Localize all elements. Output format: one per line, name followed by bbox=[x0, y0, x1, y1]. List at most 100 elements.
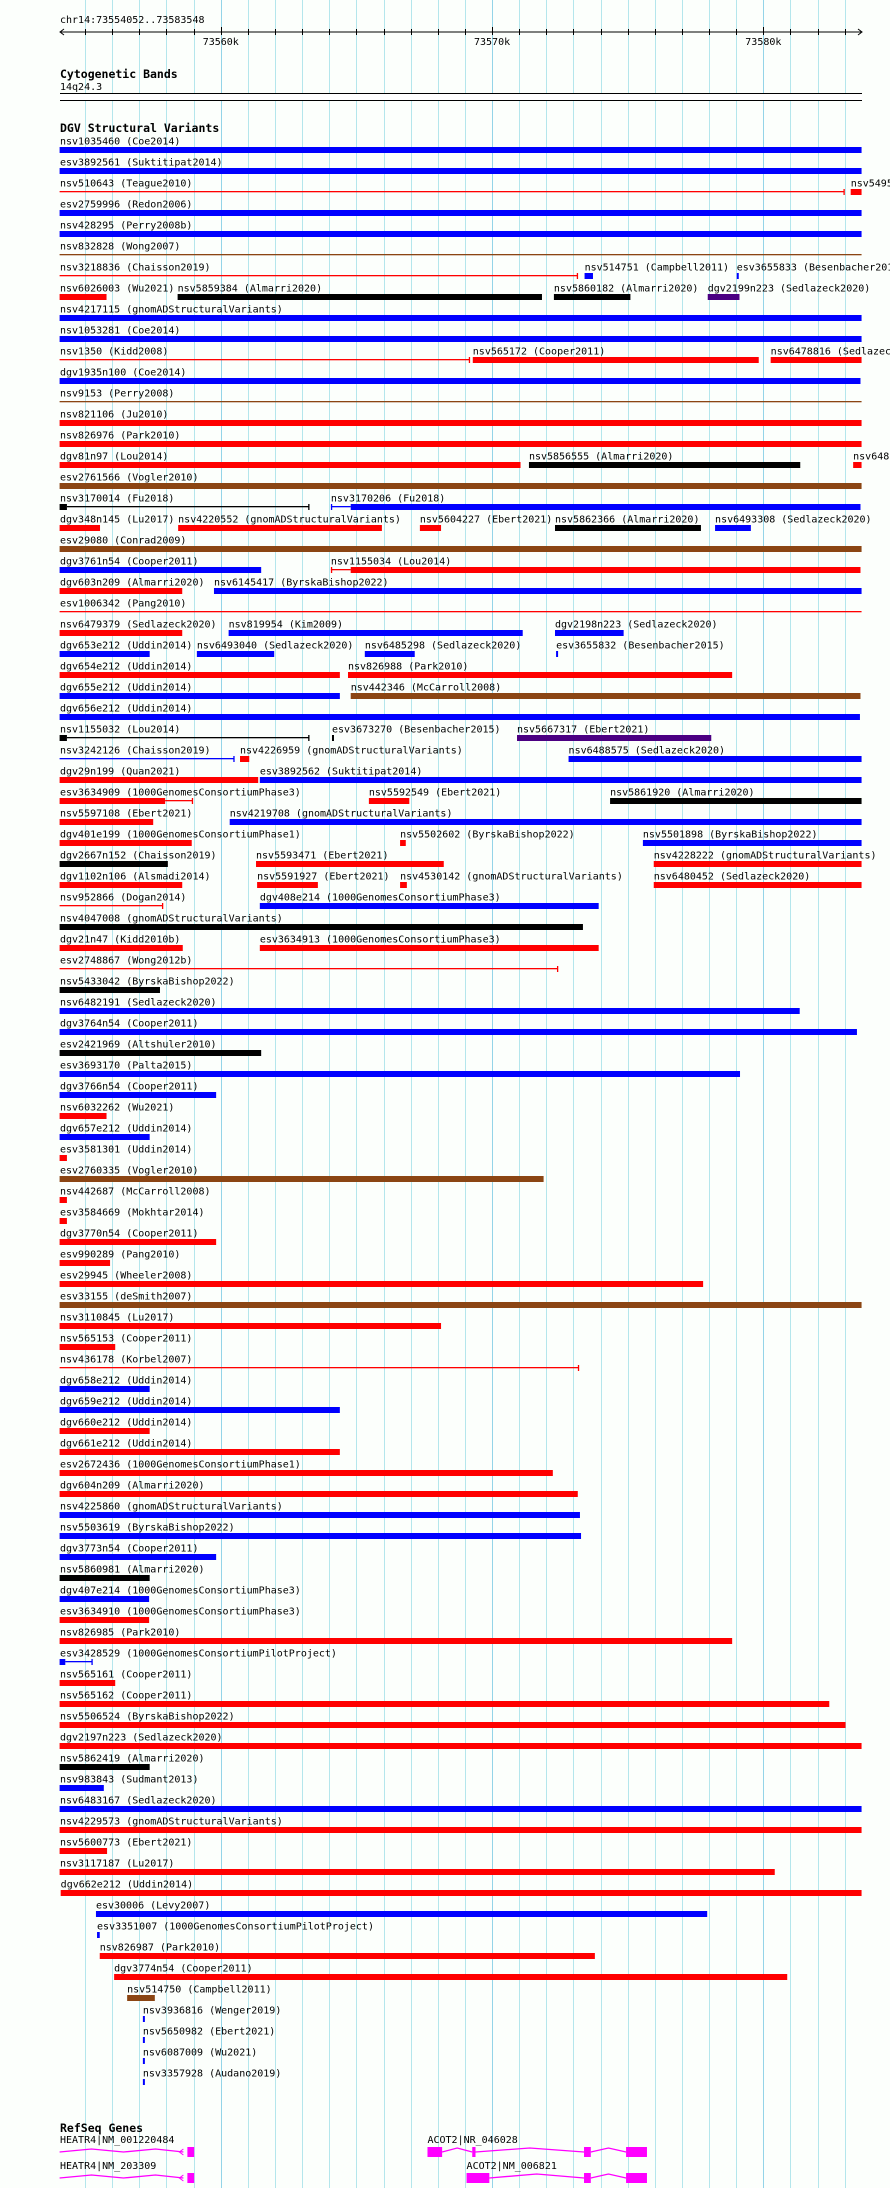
variant-bar[interactable] bbox=[517, 735, 712, 741]
variant-bar[interactable] bbox=[350, 504, 861, 510]
variant-bar[interactable] bbox=[59, 1638, 733, 1644]
variant-label[interactable]: dgv408e214 (1000GenomesConsortiumPhase3) bbox=[260, 893, 501, 904]
variant-bar[interactable] bbox=[59, 420, 862, 426]
variant-span-line[interactable] bbox=[165, 800, 193, 802]
variant-label[interactable]: dgv348n145 (Lu2017) bbox=[60, 515, 174, 526]
variant-label[interactable]: nsv826985 (Park2010) bbox=[60, 1628, 180, 1639]
gene-label[interactable]: ACOT2|NM_006821 bbox=[467, 2161, 557, 2172]
structural-variant[interactable]: nsv6485298 (Sedlazeck2020) bbox=[364, 641, 522, 658]
variant-bar[interactable] bbox=[59, 546, 862, 552]
structural-variant[interactable]: dgv1935n100 (Coe2014) bbox=[59, 368, 861, 385]
scroll-left-arrow-icon[interactable] bbox=[59, 28, 65, 36]
structural-variant[interactable]: nsv5433042 (ByrskaBishop2022) bbox=[59, 977, 235, 994]
structural-variant[interactable]: esv3673270 (Besenbacher2015) bbox=[331, 725, 501, 742]
variant-bar[interactable] bbox=[59, 1533, 582, 1539]
variant-label[interactable]: esv3892562 (Suktitipat2014) bbox=[260, 767, 423, 778]
variant-bar[interactable] bbox=[736, 273, 739, 279]
variant-label[interactable]: nsv1350 (Kidd2008) bbox=[60, 347, 168, 358]
variant-label[interactable]: esv29945 (Wheeler2008) bbox=[60, 1271, 192, 1282]
structural-variant[interactable]: nsv826987 (Park2010) bbox=[99, 1943, 595, 1960]
variant-label[interactable]: nsv565153 (Cooper2011) bbox=[60, 1334, 192, 1345]
variant-bar[interactable] bbox=[59, 882, 183, 888]
variant-label[interactable]: nsv5860981 (Almarri2020) bbox=[60, 1565, 205, 1576]
variant-span-line[interactable] bbox=[59, 611, 862, 613]
variant-bar[interactable] bbox=[59, 1176, 544, 1182]
structural-variant[interactable]: nsv5600773 (Ebert2021) bbox=[59, 1838, 193, 1855]
exon-block[interactable] bbox=[472, 2147, 476, 2157]
variant-bar[interactable] bbox=[142, 2037, 145, 2043]
variant-bar[interactable] bbox=[59, 294, 107, 300]
variant-bar[interactable] bbox=[59, 504, 67, 510]
structural-variant[interactable]: dgv603n209 (Almarri2020) bbox=[59, 578, 205, 595]
variant-bar[interactable] bbox=[59, 441, 862, 447]
variant-label[interactable]: nsv6145417 (ByrskaBishop2022) bbox=[214, 578, 389, 589]
variant-label[interactable]: nsv826988 (Park2010) bbox=[348, 662, 468, 673]
variant-label[interactable]: esv3693170 (Palta2015) bbox=[60, 1061, 192, 1072]
structural-variant[interactable]: dgv661e212 (Uddin2014) bbox=[59, 1439, 340, 1456]
structural-variant[interactable]: esv3693170 (Palta2015) bbox=[59, 1061, 741, 1078]
structural-variant[interactable]: nsv826976 (Park2010) bbox=[59, 431, 862, 448]
variant-bar[interactable] bbox=[853, 462, 862, 468]
variant-label[interactable]: dgv401e199 (1000GenomesConsortiumPhase1) bbox=[60, 830, 301, 841]
structural-variant[interactable]: nsv4226959 (gnomADStructuralVariants) bbox=[240, 746, 463, 763]
variant-label[interactable]: nsv6485298 (Sedlazeck2020) bbox=[365, 641, 522, 652]
variant-label[interactable]: nsv4229573 (gnomADStructuralVariants) bbox=[60, 1817, 283, 1828]
exon-block[interactable] bbox=[626, 2173, 647, 2183]
variant-bar[interactable] bbox=[59, 777, 259, 783]
variant-span-line[interactable] bbox=[66, 737, 310, 739]
variant-bar[interactable] bbox=[142, 2016, 145, 2022]
structural-variant[interactable]: dgv2667n152 (Chaisson2019) bbox=[59, 851, 217, 868]
variant-label[interactable]: esv1006342 (Pang2010) bbox=[60, 599, 186, 610]
structural-variant[interactable]: dgv29n199 (Quan2021) bbox=[59, 767, 259, 784]
gene-transcript[interactable]: HEATR4|NM_203309 bbox=[59, 2161, 195, 2183]
variant-bar[interactable] bbox=[59, 1134, 150, 1140]
structural-variant[interactable]: dgv408e214 (1000GenomesConsortiumPhase3) bbox=[259, 893, 599, 910]
structural-variant[interactable]: esv3655832 (Besenbacher2015) bbox=[556, 641, 725, 658]
variant-bar[interactable] bbox=[59, 1512, 580, 1518]
variant-label[interactable]: nsv6482191 (Sedlazeck2020) bbox=[60, 998, 217, 1009]
structural-variant[interactable]: nsv436178 (Korbel2007) bbox=[59, 1355, 580, 1372]
variant-span-line[interactable] bbox=[65, 1661, 93, 1663]
variant-bar[interactable] bbox=[528, 462, 801, 468]
variant-bar[interactable] bbox=[59, 1596, 150, 1602]
variant-bar[interactable] bbox=[59, 1722, 846, 1728]
variant-bar[interactable] bbox=[259, 777, 862, 783]
variant-bar[interactable] bbox=[653, 861, 862, 867]
structural-variant[interactable]: dgv657e212 (Uddin2014) bbox=[59, 1124, 193, 1141]
variant-label[interactable]: nsv5501898 (ByrskaBishop2022) bbox=[643, 830, 818, 841]
exon-block[interactable] bbox=[584, 2147, 591, 2157]
variant-label[interactable]: nsv5856555 (Almarri2020) bbox=[529, 452, 674, 463]
structural-variant[interactable]: nsv442346 (McCarroll2008) bbox=[350, 683, 861, 700]
structural-variant[interactable]: dgv2197n223 (Sedlazeck2020) bbox=[59, 1733, 862, 1750]
structural-variant[interactable]: esv2761566 (Vogler2010) bbox=[59, 473, 862, 490]
variant-bar[interactable] bbox=[59, 1554, 217, 1560]
structural-variant[interactable]: nsv9153 (Perry2008) bbox=[59, 389, 862, 403]
variant-label[interactable]: nsv6488575 (Sedlazeck2020) bbox=[569, 746, 726, 757]
variant-bar[interactable] bbox=[59, 1407, 340, 1413]
variant-label[interactable]: nsv4228222 (gnomADStructuralVariants) bbox=[654, 851, 877, 862]
variant-span-line[interactable] bbox=[59, 254, 862, 256]
cytoband-14q24-3[interactable] bbox=[60, 93, 862, 100]
structural-variant[interactable]: nsv565153 (Cooper2011) bbox=[59, 1334, 193, 1351]
structural-variant[interactable]: nsv4047008 (gnomADStructuralVariants) bbox=[59, 914, 583, 931]
structural-variant[interactable]: dgv3766n54 (Cooper2011) bbox=[59, 1082, 217, 1099]
variant-label[interactable]: nsv5502602 (ByrskaBishop2022) bbox=[400, 830, 575, 841]
variant-bar[interactable] bbox=[240, 756, 250, 762]
variant-label[interactable]: dgv21n47 (Kidd2010b) bbox=[60, 935, 180, 946]
variant-bar[interactable] bbox=[99, 1953, 595, 1959]
variant-bar[interactable] bbox=[707, 294, 740, 300]
structural-variant[interactable]: nsv6478816 (Sedlazec bbox=[770, 347, 890, 364]
structural-variant[interactable]: dgv604n209 (Almarri2020) bbox=[59, 1481, 578, 1498]
structural-variant[interactable]: nsv6480452 (Sedlazeck2020) bbox=[653, 872, 862, 889]
variant-label[interactable]: esv2760335 (Vogler2010) bbox=[60, 1166, 198, 1177]
variant-bar[interactable] bbox=[59, 1470, 553, 1476]
variant-bar[interactable] bbox=[229, 819, 862, 825]
structural-variant[interactable]: dgv3770n54 (Cooper2011) bbox=[59, 1229, 217, 1246]
variant-span-line[interactable] bbox=[59, 1367, 579, 1369]
structural-variant[interactable]: nsv5860182 (Almarri2020) bbox=[553, 284, 699, 301]
structural-variant[interactable]: dgv659e212 (Uddin2014) bbox=[59, 1397, 340, 1414]
structural-variant[interactable]: esv2760335 (Vogler2010) bbox=[59, 1166, 544, 1183]
variant-label[interactable]: dgv2199n223 (Sedlazeck2020) bbox=[708, 284, 871, 295]
variant-bar[interactable] bbox=[59, 861, 168, 867]
